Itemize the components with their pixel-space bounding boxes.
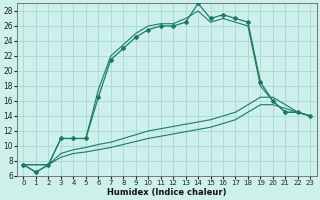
- X-axis label: Humidex (Indice chaleur): Humidex (Indice chaleur): [107, 188, 227, 197]
